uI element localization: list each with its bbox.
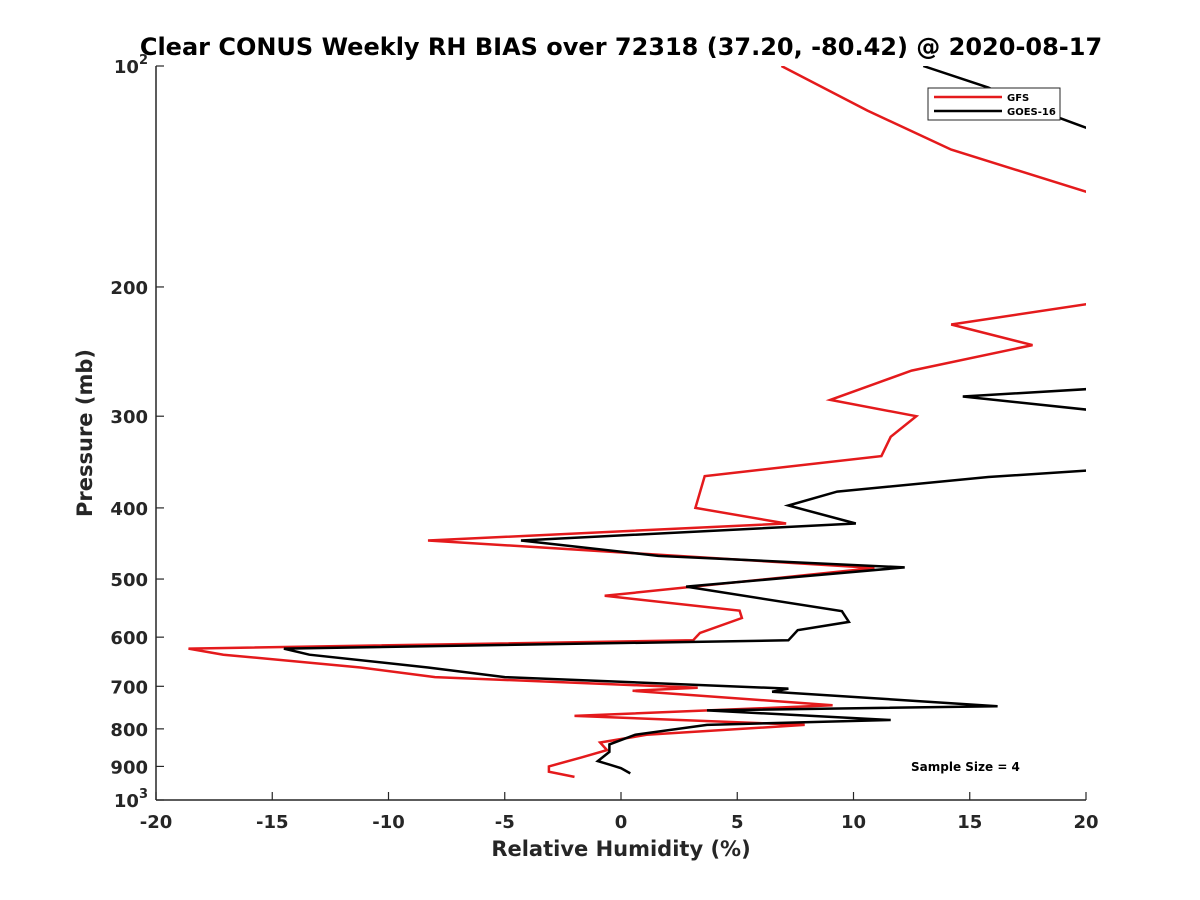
y-tick-label: 200 <box>110 278 148 299</box>
y-axis-label: Pressure (mb) <box>73 349 97 517</box>
axes <box>155 66 1086 801</box>
legend-label-gfs: GFS <box>1007 93 1029 104</box>
y-tick-label: 700 <box>110 677 148 698</box>
x-tick-label: 0 <box>615 812 628 833</box>
y-tick-label: 300 <box>110 407 148 428</box>
x-axis-label: Relative Humidity (%) <box>491 837 750 861</box>
x-tick-label: 20 <box>1073 812 1098 833</box>
legend-box <box>927 87 1061 121</box>
chart-title: Clear CONUS Weekly RH BIAS over 72318 (3… <box>140 33 1102 61</box>
y-tick-label: 900 <box>110 757 148 778</box>
x-tick-label: 5 <box>731 812 744 833</box>
legend-label-goes16: GOES-16 <box>1007 107 1056 118</box>
x-tick-label: -20 <box>140 812 173 833</box>
legend: GFS GOES-16 <box>927 87 1061 121</box>
y-tick-label: 800 <box>110 720 148 741</box>
x-tick-label: 15 <box>957 812 982 833</box>
series-line-gfs <box>188 66 1086 779</box>
series-line-goes16 <box>283 66 1086 775</box>
series-layer <box>188 66 1086 779</box>
x-ticks: -20 -15 -10 -5 0 5 10 15 20 <box>140 792 1099 833</box>
x-tick-label: -15 <box>256 812 289 833</box>
x-tick-label: 10 <box>841 812 866 833</box>
y-tick-label: 600 <box>110 628 148 649</box>
y-tick-label: 102 <box>114 53 148 78</box>
y-ticks: 102 200 300 400 500 600 700 800 900 103 <box>110 53 164 812</box>
y-tick-label: 500 <box>110 570 148 591</box>
y-tick-label: 400 <box>110 499 148 520</box>
sample-size-annotation: Sample Size = 4 <box>911 760 1020 774</box>
x-tick-label: -5 <box>495 812 515 833</box>
x-tick-label: -10 <box>372 812 405 833</box>
y-tick-label: 103 <box>114 787 148 812</box>
